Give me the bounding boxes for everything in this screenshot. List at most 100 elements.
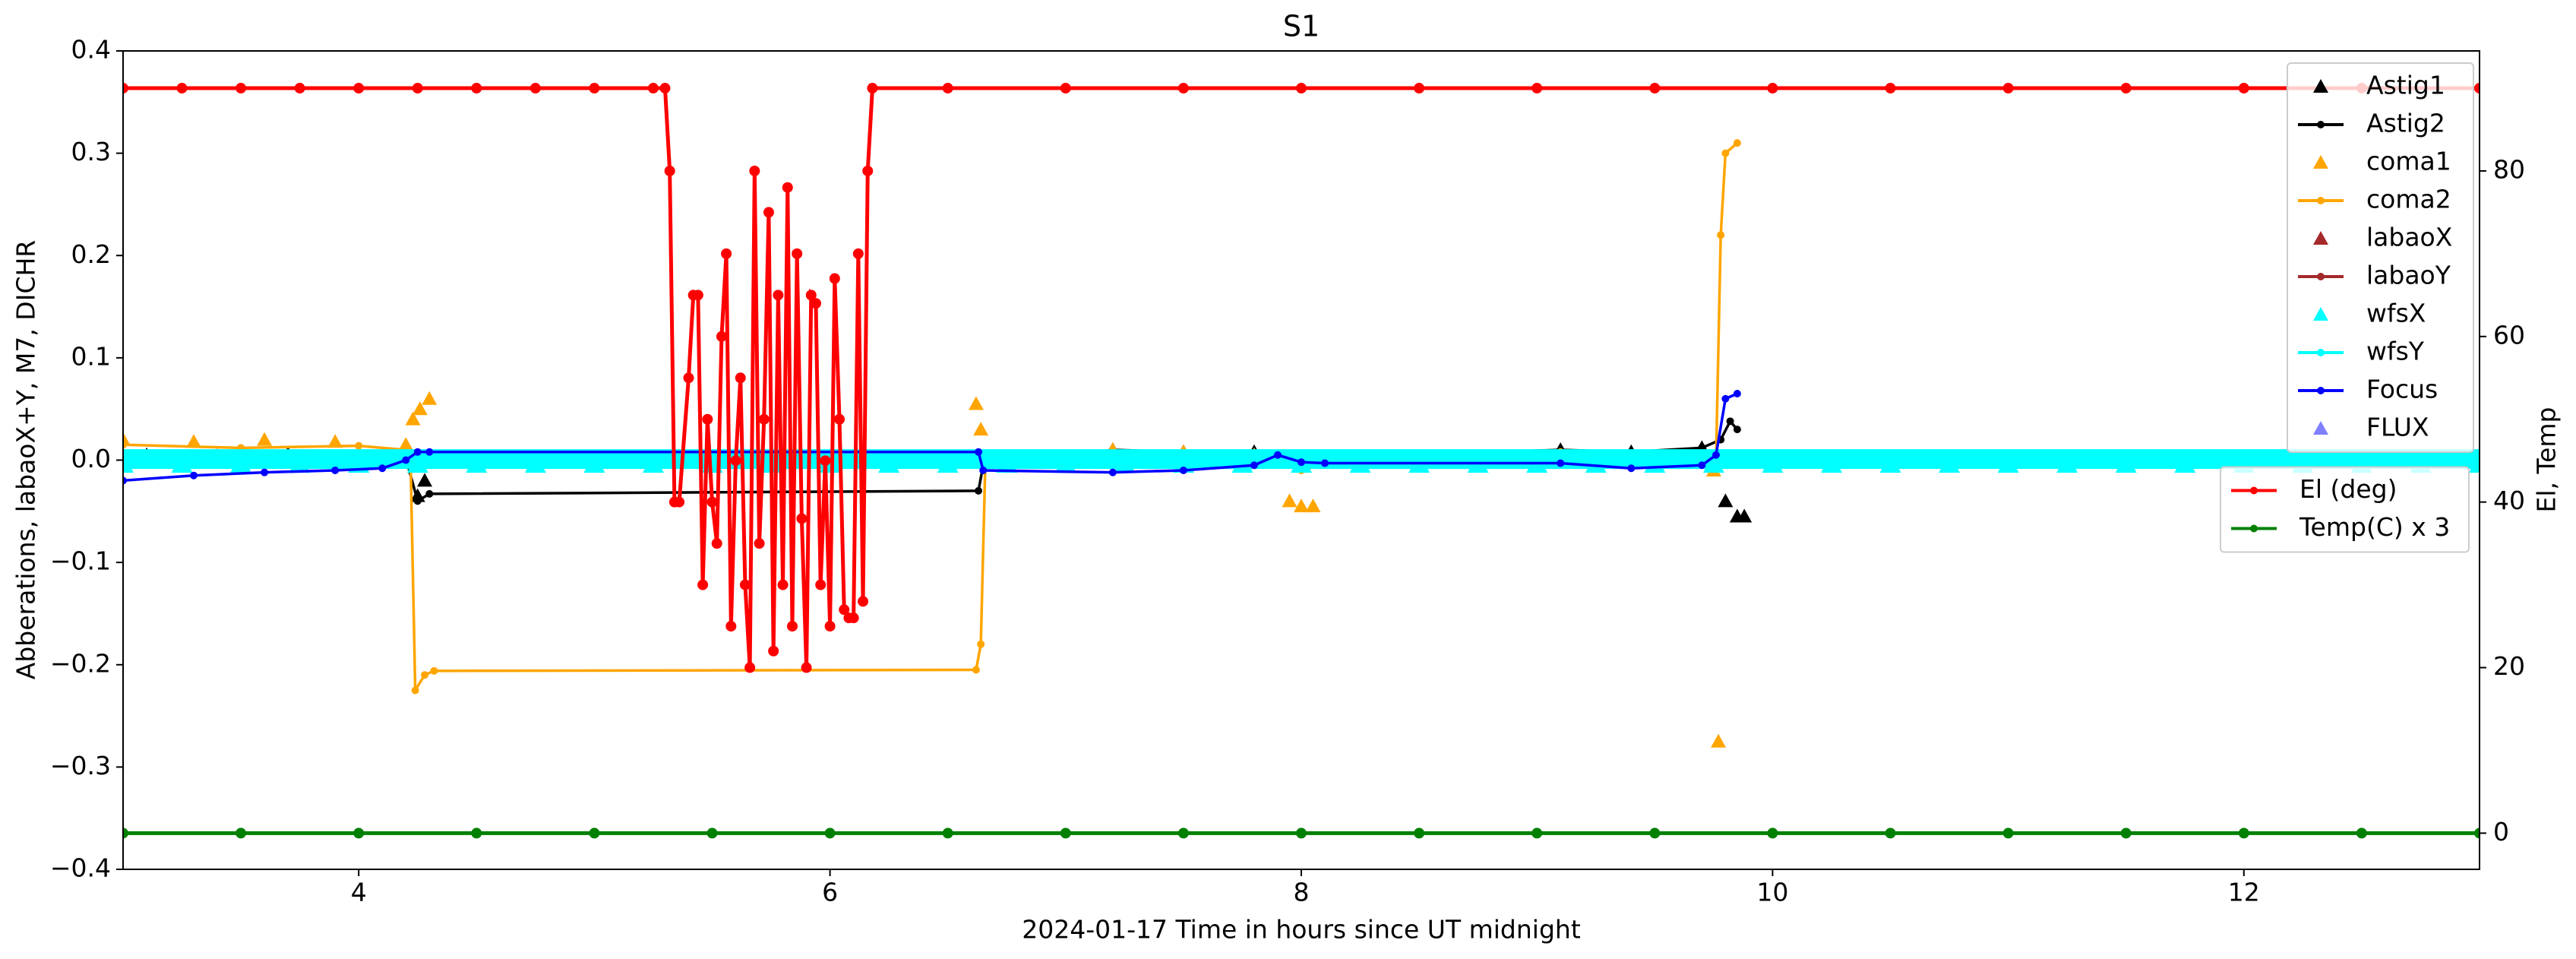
data-point: [2238, 828, 2249, 839]
data-point: [786, 621, 798, 632]
data-point: [796, 513, 808, 524]
data-point: [1250, 461, 1258, 470]
data-point: [674, 496, 685, 508]
data-point: [1414, 828, 1425, 839]
data-point: [824, 828, 836, 839]
legend-label: Astig2: [2366, 109, 2445, 138]
data-point: [725, 621, 737, 632]
data-point: [529, 83, 541, 94]
data-point: [858, 596, 869, 607]
data-point: [2357, 455, 2366, 464]
data-point: [975, 486, 983, 495]
data-point: [1356, 455, 1364, 464]
data-marker: [327, 434, 343, 448]
legend-label: wfsY: [2366, 337, 2425, 366]
y-tick-label: 0.2: [71, 239, 111, 269]
data-point: [711, 538, 722, 549]
data-point: [942, 828, 953, 839]
legend-marker: [2313, 155, 2328, 169]
data-point: [1415, 455, 1424, 464]
data-point: [412, 83, 423, 94]
chart-title: S1: [1283, 10, 1320, 43]
data-point: [979, 466, 988, 474]
data-point: [697, 579, 709, 590]
data-point: [1721, 394, 1730, 403]
data-point: [1474, 455, 1482, 464]
data-point: [659, 83, 671, 94]
data-marker: [417, 473, 433, 487]
data-point: [1726, 417, 1734, 426]
data-point: [824, 621, 836, 632]
data-marker: [412, 401, 428, 416]
data-point: [123, 83, 128, 94]
data-point: [815, 579, 827, 590]
legend-marker: [2313, 79, 2328, 93]
data-point: [1061, 455, 1070, 464]
data-point: [758, 413, 770, 425]
data-point: [1273, 451, 1282, 459]
legend-label: Focus: [2366, 375, 2438, 404]
data-point: [706, 496, 718, 508]
data-point: [649, 455, 657, 464]
data-point: [706, 828, 718, 839]
data-point: [421, 671, 429, 679]
data-point: [1717, 231, 1725, 239]
data-point: [178, 455, 186, 464]
x-axis-label: 2024-01-17 Time in hours since UT midnig…: [1022, 915, 1581, 945]
data-point: [430, 666, 438, 675]
data-point: [355, 455, 363, 464]
data-point: [1179, 455, 1187, 464]
y2-tick-label: 80: [2493, 154, 2525, 184]
legend-dot: [2317, 121, 2325, 128]
data-point: [1531, 828, 1543, 839]
legend-label: coma2: [2366, 185, 2451, 214]
x-tick-label: 4: [351, 878, 367, 907]
data-point: [1886, 455, 1895, 464]
x-tick-label: 10: [1756, 878, 1788, 907]
data-point: [1768, 455, 1777, 464]
y2-tick-label: 40: [2493, 486, 2525, 515]
legend-box: [2220, 466, 2470, 553]
data-point: [1591, 455, 1600, 464]
data-point: [839, 604, 850, 616]
data-point: [413, 455, 422, 464]
data-point: [810, 298, 821, 309]
data-point: [702, 413, 713, 425]
legend-dot: [2317, 273, 2325, 280]
data-point: [782, 182, 793, 193]
plot-area: [123, 83, 2480, 839]
data-point: [730, 455, 741, 467]
data-marker: [1737, 508, 1753, 523]
x-tick-label: 6: [822, 878, 838, 907]
data-point: [975, 448, 983, 456]
data-point: [237, 455, 245, 464]
data-point: [589, 828, 600, 839]
data-point: [862, 165, 874, 176]
data-point: [820, 455, 831, 467]
data-point: [1885, 828, 1896, 839]
data-point: [235, 828, 247, 839]
plot-frame: [122, 50, 2480, 870]
data-marker: [1711, 733, 1727, 748]
data-point: [413, 497, 422, 505]
data-point: [801, 662, 812, 673]
data-point: [1733, 139, 1741, 147]
x-tick-label: 8: [1294, 878, 1310, 907]
data-point: [1712, 451, 1720, 459]
legend-marker: [2313, 231, 2328, 245]
data-point: [721, 248, 732, 259]
y2-tick-label: 0: [2493, 817, 2509, 847]
y-tick-label: −0.3: [50, 751, 111, 780]
data-point: [744, 662, 756, 673]
data-marker: [1282, 493, 1297, 508]
data-point: [647, 83, 659, 94]
y2-axis-label: El, Temp: [2532, 407, 2562, 513]
data-point: [768, 645, 779, 657]
data-point: [2299, 455, 2307, 464]
legend-label: labaoY: [2366, 261, 2451, 290]
legend-dot: [2250, 524, 2258, 533]
y-tick-label: 0.1: [71, 341, 111, 371]
data-point: [1533, 455, 1541, 464]
data-point: [473, 455, 481, 464]
